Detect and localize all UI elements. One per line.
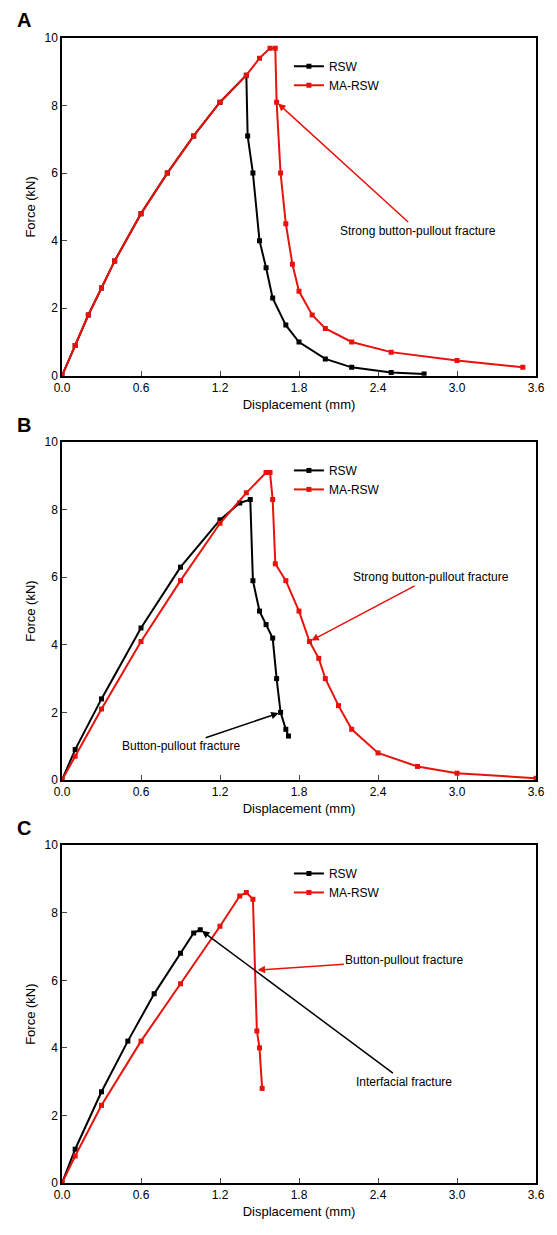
- svg-text:6: 6: [51, 570, 58, 584]
- svg-text:8: 8: [51, 503, 58, 517]
- svg-text:Strong button-pullout fracture: Strong button-pullout fracture: [353, 570, 509, 584]
- svg-text:3.0: 3.0: [449, 1188, 466, 1202]
- svg-text:0.6: 0.6: [133, 785, 150, 799]
- svg-text:3.6: 3.6: [528, 1188, 545, 1202]
- svg-text:RSW: RSW: [329, 60, 358, 74]
- svg-text:10: 10: [44, 31, 58, 45]
- svg-text:2: 2: [51, 706, 58, 720]
- svg-text:MA-RSW: MA-RSW: [329, 79, 380, 93]
- svg-text:1.8: 1.8: [291, 381, 308, 395]
- svg-text:Strong button-pullout fracture: Strong button-pullout fracture: [340, 224, 496, 238]
- svg-text:1.2: 1.2: [212, 785, 229, 799]
- svg-text:1.8: 1.8: [291, 785, 308, 799]
- svg-text:3.6: 3.6: [528, 785, 545, 799]
- svg-text:2.4: 2.4: [370, 785, 387, 799]
- svg-text:0: 0: [51, 773, 58, 787]
- svg-text:0.6: 0.6: [133, 1188, 150, 1202]
- svg-text:8: 8: [51, 99, 58, 113]
- svg-text:0.6: 0.6: [133, 381, 150, 395]
- svg-text:1.2: 1.2: [212, 381, 229, 395]
- svg-text:3.0: 3.0: [449, 381, 466, 395]
- svg-text:A: A: [17, 9, 31, 31]
- svg-text:2: 2: [51, 1109, 58, 1123]
- svg-text:4: 4: [51, 1041, 58, 1055]
- svg-text:2.4: 2.4: [370, 381, 387, 395]
- svg-text:Button-pullout fracture: Button-pullout fracture: [345, 953, 463, 967]
- svg-text:0: 0: [51, 369, 58, 383]
- svg-text:1.2: 1.2: [212, 1188, 229, 1202]
- svg-text:4: 4: [51, 234, 58, 248]
- svg-text:Displacement (mm): Displacement (mm): [243, 801, 356, 816]
- svg-text:0.0: 0.0: [54, 381, 71, 395]
- svg-text:2.4: 2.4: [370, 1188, 387, 1202]
- svg-text:0.0: 0.0: [54, 785, 71, 799]
- svg-text:8: 8: [51, 906, 58, 920]
- svg-text:2: 2: [51, 301, 58, 315]
- svg-text:MA-RSW: MA-RSW: [329, 886, 380, 900]
- svg-text:Force (kN): Force (kN): [23, 176, 38, 237]
- svg-text:Displacement (mm): Displacement (mm): [243, 1204, 356, 1219]
- svg-text:4: 4: [51, 638, 58, 652]
- svg-text:Button-pullout fracture: Button-pullout fracture: [122, 739, 240, 753]
- svg-text:MA-RSW: MA-RSW: [329, 483, 380, 497]
- svg-text:B: B: [17, 414, 31, 436]
- svg-text:6: 6: [51, 974, 58, 988]
- svg-text:6: 6: [51, 166, 58, 180]
- svg-text:RSW: RSW: [329, 464, 358, 478]
- svg-text:10: 10: [44, 838, 58, 852]
- svg-text:3.6: 3.6: [528, 381, 545, 395]
- svg-text:Force (kN): Force (kN): [23, 983, 38, 1044]
- svg-text:Displacement (mm): Displacement (mm): [243, 397, 356, 412]
- svg-text:Interfacial fracture: Interfacial fracture: [356, 1075, 452, 1089]
- svg-text:3.0: 3.0: [449, 785, 466, 799]
- svg-text:RSW: RSW: [329, 867, 358, 881]
- svg-text:0: 0: [51, 1176, 58, 1190]
- svg-text:C: C: [17, 817, 31, 839]
- svg-text:0.0: 0.0: [54, 1188, 71, 1202]
- svg-text:Force (kN): Force (kN): [23, 580, 38, 641]
- svg-text:10: 10: [44, 435, 58, 449]
- svg-text:1.8: 1.8: [291, 1188, 308, 1202]
